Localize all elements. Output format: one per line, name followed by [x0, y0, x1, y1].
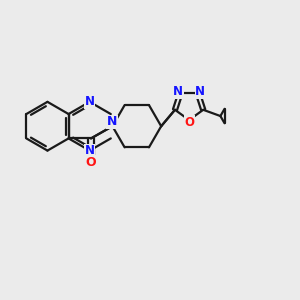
Text: N: N — [173, 85, 183, 98]
Text: N: N — [107, 115, 117, 128]
Text: N: N — [85, 144, 95, 157]
Text: N: N — [195, 85, 205, 98]
Text: N: N — [85, 95, 95, 108]
Text: O: O — [184, 116, 194, 129]
Text: N: N — [107, 116, 118, 129]
Text: O: O — [86, 156, 96, 169]
